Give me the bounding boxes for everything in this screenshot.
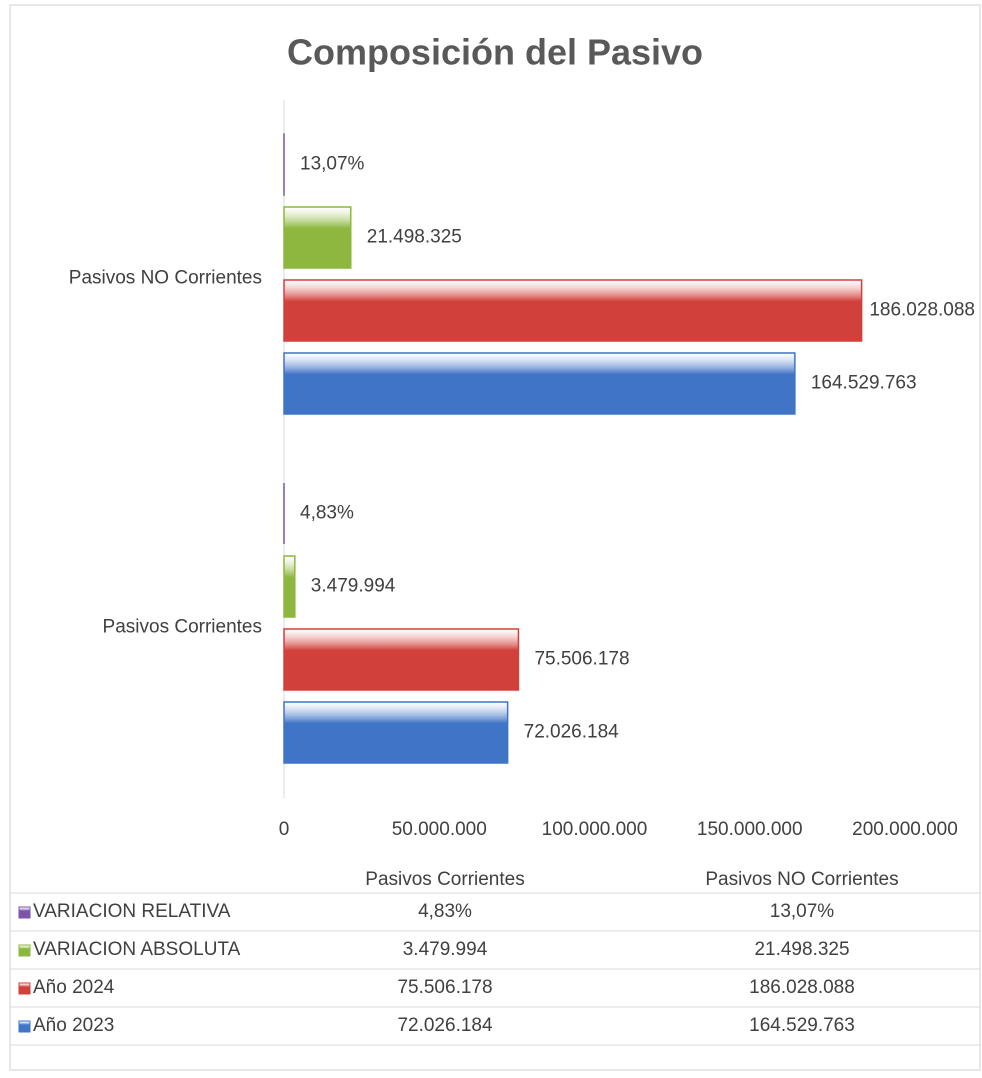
category-label: Pasivos Corrientes <box>103 617 262 638</box>
data-label: 72.026.184 <box>524 722 620 743</box>
data-label: 4,83% <box>300 503 354 524</box>
table-cell: 13,07% <box>770 901 835 922</box>
x-tick-label: 150.000.000 <box>697 819 803 840</box>
legend-marker <box>18 1020 31 1033</box>
table-header: Pasivos Corrientes <box>365 869 524 890</box>
x-tick-label: 200.000.000 <box>852 819 958 840</box>
bar <box>283 352 796 415</box>
bar <box>283 206 352 269</box>
data-label: 75.506.178 <box>534 649 629 670</box>
x-tick-label: 100.000.000 <box>542 819 648 840</box>
table-cell: 164.529.763 <box>749 1015 855 1036</box>
data-label: 3.479.994 <box>311 576 396 597</box>
table-cell: 186.028.088 <box>749 977 855 998</box>
data-label: 21.498.325 <box>367 227 462 248</box>
bar <box>283 701 509 764</box>
bar <box>283 279 863 342</box>
legend-label: Año 2023 <box>33 1015 114 1036</box>
table-cell: 3.479.994 <box>403 939 488 960</box>
table-cell: 75.506.178 <box>397 977 492 998</box>
legend-label: Año 2024 <box>33 977 115 998</box>
bar <box>283 555 296 618</box>
category-label: Pasivos NO Corrientes <box>69 268 262 289</box>
legend-marker <box>18 944 31 957</box>
table-cell: 4,83% <box>418 901 472 922</box>
legend-marker <box>18 906 31 919</box>
legend-label: VARIACION ABSOLUTA <box>33 939 241 960</box>
table-cell: 72.026.184 <box>397 1015 493 1036</box>
data-label: 164.529.763 <box>811 373 917 394</box>
table-header: Pasivos NO Corrientes <box>705 869 898 890</box>
x-tick-label: 50.000.000 <box>392 819 487 840</box>
data-label: 186.028.088 <box>869 300 975 321</box>
legend-label: VARIACION RELATIVA <box>33 901 231 922</box>
data-label: 13,07% <box>300 154 365 175</box>
table-cell: 21.498.325 <box>754 939 849 960</box>
chart-title: Composición del Pasivo <box>287 32 703 73</box>
x-tick-label: 0 <box>279 819 290 840</box>
bar <box>283 628 520 691</box>
legend-marker <box>18 982 31 995</box>
